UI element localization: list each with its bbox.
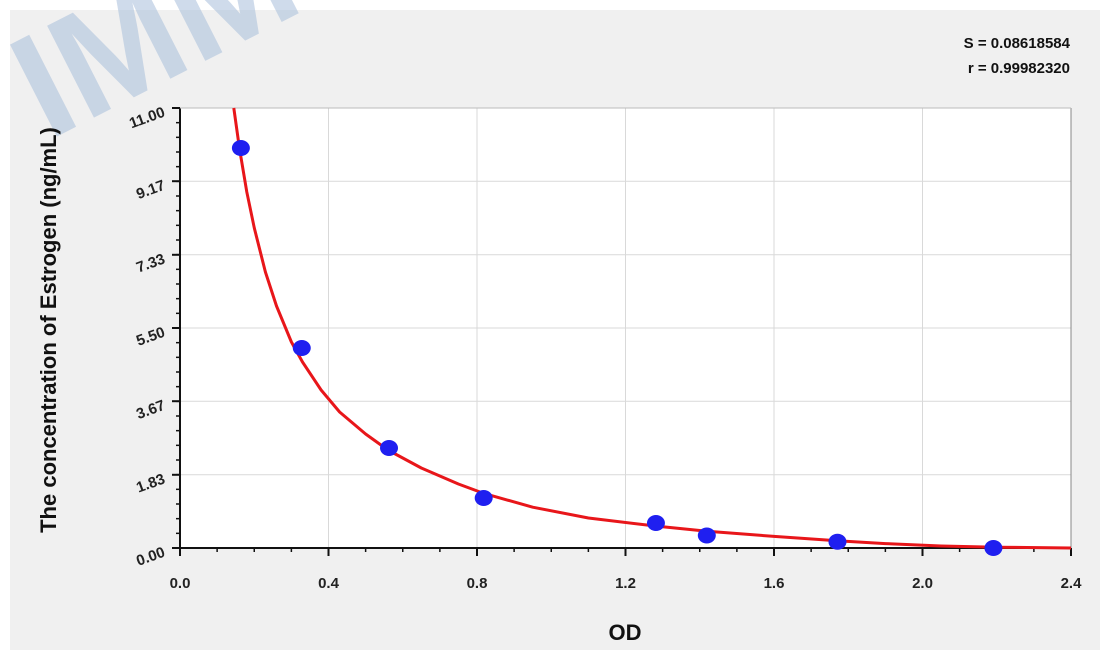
data-points <box>231 140 1003 556</box>
data-point <box>474 490 493 506</box>
y-axis-title: The concentration of Estrogen (ng/mL) <box>36 127 61 533</box>
stat-r: r = 0.99982320 <box>968 60 1070 77</box>
data-point <box>231 140 250 156</box>
x-tick-label: 1.6 <box>764 575 785 592</box>
data-point <box>828 533 847 550</box>
data-point <box>292 340 311 356</box>
data-point <box>646 515 665 531</box>
x-tick-label: 1.2 <box>615 575 636 592</box>
x-tick-label: 2.0 <box>912 575 933 592</box>
x-tick-label: 0.4 <box>318 575 340 592</box>
data-point <box>984 540 1003 556</box>
x-tick-label: 0.0 <box>170 575 191 592</box>
data-point <box>380 440 399 456</box>
x-axis-title: OD <box>609 620 642 645</box>
data-point <box>697 527 716 544</box>
stat-s: S = 0.08618584 <box>964 35 1071 52</box>
grid <box>180 108 1071 548</box>
x-tick-label: 0.8 <box>467 575 488 592</box>
x-tick-label: 2.4 <box>1061 575 1083 592</box>
